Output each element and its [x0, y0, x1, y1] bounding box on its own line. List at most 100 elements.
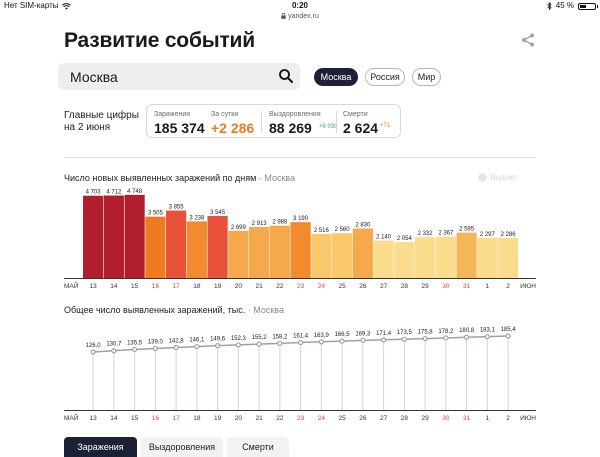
point-value-label: 185,4: [501, 327, 517, 333]
point-value-label: 155,2: [252, 335, 268, 341]
bar[interactable]: [145, 216, 166, 278]
divider: [64, 157, 536, 158]
bar-value-label: 2 140: [376, 235, 392, 241]
data-point[interactable]: [381, 337, 387, 343]
data-point[interactable]: [422, 335, 428, 342]
yandex-logo-icon: [478, 173, 487, 182]
x-tick-label: 20: [235, 283, 243, 290]
bar[interactable]: [352, 228, 373, 278]
bar-value-label: 2 286: [501, 232, 517, 238]
data-point[interactable]: [484, 334, 490, 340]
bluetooth-icon: [546, 2, 552, 10]
point-value-label: 180,8: [459, 328, 475, 334]
filter-russia[interactable]: Россия: [365, 68, 405, 86]
url-text: yandex.ru: [288, 13, 319, 20]
data-point[interactable]: [194, 343, 200, 350]
stat-divider: [261, 111, 262, 133]
search-input[interactable]: Москва: [58, 63, 300, 90]
search-icon[interactable]: [278, 68, 294, 84]
data-point[interactable]: [318, 339, 324, 345]
bar[interactable]: [456, 232, 477, 278]
bar-value-label: 3 190: [293, 216, 309, 222]
bar-value-label: 2 516: [314, 228, 330, 234]
bar[interactable]: [83, 195, 104, 278]
data-point[interactable]: [298, 339, 304, 346]
data-point[interactable]: [277, 340, 283, 346]
data-point[interactable]: [111, 348, 117, 354]
point-value-label: 173,5: [397, 330, 413, 336]
data-point[interactable]: [505, 333, 511, 339]
bar[interactable]: [435, 236, 456, 278]
x-tick-label: 2: [506, 415, 510, 422]
point-value-label: 139,0: [148, 339, 164, 345]
line-chart-region: · Москва: [247, 305, 284, 315]
data-point[interactable]: [215, 343, 221, 349]
x-tick-label: 13: [89, 283, 97, 290]
x-tick-label: 26: [359, 415, 367, 422]
bar[interactable]: [290, 222, 311, 278]
bar[interactable]: [373, 240, 394, 278]
bar[interactable]: [269, 225, 290, 278]
data-point[interactable]: [339, 338, 345, 344]
bar-value-label: 2 988: [272, 220, 288, 226]
search-value: Москва: [70, 69, 118, 85]
x-tick-label: 28: [401, 283, 409, 290]
tab-recoveries[interactable]: Выздоровления: [141, 437, 223, 457]
data-point[interactable]: [401, 336, 407, 342]
status-bar-left: Нет SIM-карты: [4, 0, 71, 12]
bar[interactable]: [186, 221, 207, 278]
bar[interactable]: [394, 242, 415, 278]
bar[interactable]: [166, 210, 187, 278]
tab-deaths[interactable]: Смерти: [227, 437, 289, 457]
x-tick-label: 14: [110, 415, 118, 422]
bar-value-label: 2 830: [355, 222, 371, 228]
data-point[interactable]: [173, 344, 179, 351]
share-icon[interactable]: [520, 32, 536, 48]
bar-value-label: 2 560: [335, 227, 351, 233]
data-point[interactable]: [360, 337, 366, 343]
data-point[interactable]: [235, 342, 241, 348]
x-tick-label: 15: [131, 415, 139, 422]
month-end-label: ИЮН: [520, 415, 536, 422]
bar[interactable]: [228, 230, 249, 278]
filter-world[interactable]: Мир: [412, 68, 441, 86]
x-tick-label: 16: [152, 283, 160, 290]
filter-moscow[interactable]: Москва: [314, 68, 358, 86]
data-point[interactable]: [443, 335, 449, 341]
tab-infections[interactable]: Заражения: [64, 437, 137, 457]
bar-chart-title-text: Число новых выявленных заражений по дням: [64, 173, 257, 183]
data-point[interactable]: [464, 334, 470, 340]
bar-value-label: 2 699: [231, 225, 247, 231]
x-tick-label: 29: [421, 283, 429, 290]
yandex-watermark-text: Яндекс: [490, 173, 517, 182]
bar-value-label: 2 595: [459, 227, 475, 233]
data-point[interactable]: [256, 341, 262, 347]
bar[interactable]: [415, 237, 436, 278]
x-tick-label: 24: [318, 415, 326, 422]
bar[interactable]: [332, 233, 353, 278]
bar[interactable]: [124, 194, 145, 278]
x-tick-label: 19: [214, 283, 222, 290]
point-value-label: 183,1: [480, 328, 496, 334]
bar[interactable]: [249, 227, 270, 278]
summary-label-line2: на 2 июня: [64, 122, 111, 133]
bar[interactable]: [477, 237, 498, 278]
battery-icon: [578, 2, 598, 10]
bar[interactable]: [498, 237, 519, 278]
x-tick-label: 22: [276, 415, 284, 422]
bar[interactable]: [207, 215, 228, 278]
data-point[interactable]: [90, 349, 96, 355]
data-point[interactable]: [152, 345, 158, 352]
month-start-label: МАЙ: [64, 413, 79, 422]
metric-tabs: Заражения Выздоровления Смерти: [64, 437, 536, 457]
address-bar[interactable]: yandex.ru: [0, 12, 600, 22]
point-value-label: 171,4: [376, 331, 392, 337]
point-value-label: 161,4: [293, 333, 309, 339]
x-tick-label: 21: [255, 415, 263, 422]
bar[interactable]: [311, 233, 332, 278]
data-point[interactable]: [132, 346, 138, 353]
bar[interactable]: [103, 195, 124, 278]
point-value-label: 149,6: [210, 337, 226, 343]
stat-daily-value: +2 286: [211, 120, 255, 136]
point-value-label: 175,8: [418, 330, 434, 336]
